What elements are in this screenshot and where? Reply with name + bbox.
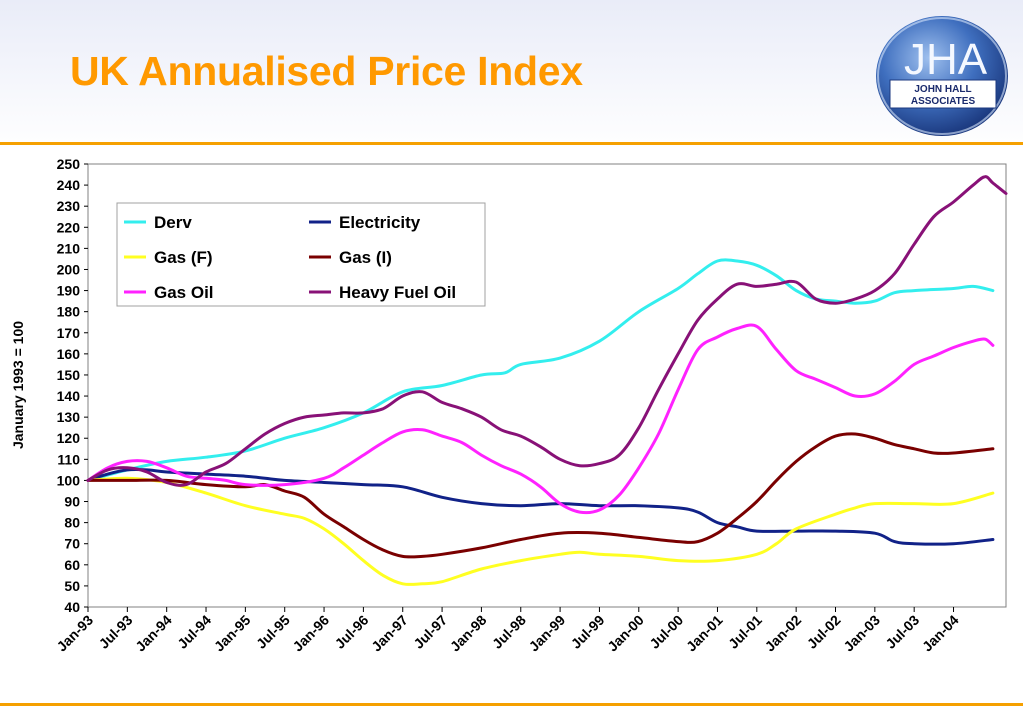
page-title: UK Annualised Price Index bbox=[70, 48, 583, 94]
jha-logo: JHA JOHN HALL ASSOCIATES bbox=[876, 16, 1008, 136]
series-line-gas-i bbox=[86, 432, 995, 559]
y-tick-label: 50 bbox=[64, 578, 80, 594]
x-tick-label: Jul-00 bbox=[646, 612, 686, 652]
y-tick-label: 90 bbox=[64, 494, 80, 510]
x-tick-label: Jan-93 bbox=[53, 612, 96, 655]
series-lines bbox=[86, 175, 1008, 586]
footer-rule bbox=[0, 703, 1023, 706]
x-tick-label: Jan-98 bbox=[447, 612, 490, 655]
x-tick-label: Jul-94 bbox=[174, 612, 214, 652]
x-tick-label: Jan-03 bbox=[840, 612, 883, 655]
x-tick-label: Jul-97 bbox=[410, 612, 450, 652]
y-tick-label: 70 bbox=[64, 536, 80, 552]
x-tick-label: Jul-02 bbox=[804, 612, 844, 652]
y-tick-label: 120 bbox=[57, 430, 81, 446]
x-tick-label: Jan-01 bbox=[683, 612, 726, 655]
logo-name-line1: JOHN HALL bbox=[914, 84, 971, 95]
x-tick-label: Jan-04 bbox=[919, 612, 962, 655]
y-tick-label: 130 bbox=[57, 409, 81, 425]
x-tick-label: Jul-95 bbox=[253, 612, 293, 652]
y-tick-label: 140 bbox=[57, 388, 81, 404]
x-tick-label: Jul-99 bbox=[568, 612, 608, 652]
header-rule bbox=[0, 142, 1023, 145]
y-tick-label: 60 bbox=[64, 557, 80, 573]
price-index-chart: 40 50 60 70 80 90 100 110 120 130 140 150 160 170 180 1… bbox=[10, 156, 1008, 655]
y-tick-label: 150 bbox=[57, 367, 81, 383]
y-tick-label: 190 bbox=[57, 283, 81, 299]
x-tick-label: Jan-95 bbox=[211, 612, 254, 655]
y-tick-label: 240 bbox=[57, 177, 81, 193]
legend-label-gas-i: Gas (I) bbox=[339, 248, 392, 267]
y-tick-label: 220 bbox=[57, 219, 81, 235]
y-tick-label: 210 bbox=[57, 240, 81, 256]
legend-label-derv: Derv bbox=[154, 213, 192, 232]
legend-label-gas-f: Gas (F) bbox=[154, 248, 213, 267]
logo-brand: JHA bbox=[904, 35, 988, 84]
y-axis: 40 50 60 70 80 90 100 110 120 130 140 150 160 170 180 1… bbox=[57, 156, 88, 615]
x-tick-label: Jan-02 bbox=[762, 612, 805, 655]
y-tick-label: 100 bbox=[57, 472, 81, 488]
y-tick-label: 230 bbox=[57, 198, 81, 214]
x-tick-label: Jul-98 bbox=[489, 612, 529, 652]
x-tick-label: Jul-93 bbox=[96, 612, 136, 652]
y-tick-label: 170 bbox=[57, 325, 81, 341]
series-line-derv bbox=[86, 258, 995, 482]
y-tick-label: 180 bbox=[57, 304, 81, 320]
y-tick-label: 110 bbox=[57, 451, 80, 467]
legend-label-electricity: Electricity bbox=[339, 213, 421, 232]
legend-box bbox=[116, 202, 486, 307]
x-tick-label: Jul-03 bbox=[882, 612, 922, 652]
x-tick-label: Jan-96 bbox=[289, 612, 332, 655]
x-tick-label: Jul-01 bbox=[725, 612, 765, 652]
legend-label-heavy-fuel-oil: Heavy Fuel Oil bbox=[339, 283, 456, 302]
x-tick-label: Jan-99 bbox=[526, 612, 569, 655]
y-tick-label: 80 bbox=[64, 515, 80, 531]
plot-area bbox=[87, 163, 1007, 608]
x-tick-label: Jan-97 bbox=[368, 612, 411, 655]
series-line-gas-oil bbox=[86, 323, 995, 515]
x-tick-label: Jan-00 bbox=[604, 612, 647, 655]
y-tick-label: 160 bbox=[57, 346, 81, 362]
y-tick-label: 200 bbox=[57, 261, 81, 277]
y-tick-label: 250 bbox=[57, 156, 81, 172]
series-line-heavy-fuel-oil bbox=[86, 175, 1008, 487]
x-tick-label: Jul-96 bbox=[332, 612, 372, 652]
series-line-gas-f bbox=[86, 476, 995, 586]
legend: Derv Electricity Gas (F) Gas (I) Gas Oil Heav… bbox=[116, 202, 486, 307]
logo-name-line2: ASSOCIATES bbox=[911, 96, 976, 107]
y-axis-label: January 1993 = 100 bbox=[10, 321, 26, 449]
x-tick-label: Jan-94 bbox=[132, 612, 175, 655]
legend-label-gas-oil: Gas Oil bbox=[154, 283, 214, 302]
y-tick-label: 40 bbox=[64, 599, 80, 615]
